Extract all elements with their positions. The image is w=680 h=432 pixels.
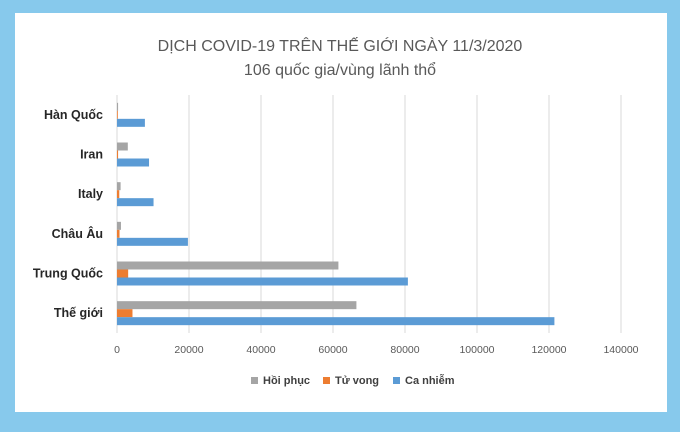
category-label-italy: Italy: [78, 187, 103, 201]
category-label-iran: Iran: [80, 148, 103, 162]
legend-swatch-ca-nhiem: [393, 377, 400, 384]
x-tick-label: 40000: [246, 344, 275, 356]
legend-swatch-tu-vong: [323, 377, 330, 384]
x-tick-label: 60000: [318, 344, 347, 356]
chart-title: DỊCH COVID-19 TRÊN THẾ GIỚI NGÀY 11/3/20…: [158, 36, 523, 55]
category-labels: Hàn Quốc Iran Italy Châu Âu Trung Quốc Thế gi…: [33, 108, 103, 320]
category-label-trung-quoc: Trung Quốc: [33, 267, 103, 281]
bar-tu-vong-iran: [117, 150, 119, 159]
chart-subtitle: 106 quốc gia/vùng lãnh thổ: [244, 61, 436, 79]
category-label-chau-au: Châu Âu: [52, 226, 103, 241]
x-tick-label: 100000: [459, 344, 494, 356]
x-tick-label: 20000: [174, 344, 203, 356]
bar-hoi-phuc-iran: [117, 142, 128, 151]
legend-swatch-hoi-phuc: [251, 377, 258, 384]
x-tick-label: 140000: [603, 344, 638, 356]
bar-ca-nhiem-han-quoc: [117, 118, 145, 127]
bar-ca-nhiem-the-gioi: [117, 317, 555, 326]
bar-ca-nhiem-trung-quoc: [117, 277, 408, 286]
bar-tu-vong-trung-quoc: [117, 269, 129, 278]
bar-ca-nhiem-chau-au: [117, 237, 188, 246]
chart: DỊCH COVID-19 TRÊN THẾ GIỚI NGÀY 11/3/20…: [33, 36, 639, 387]
x-tick-label: 80000: [390, 344, 419, 356]
x-tick-label: 120000: [531, 344, 566, 356]
category-label-the-gioi: Thế giới: [54, 306, 103, 320]
bar-tu-vong-the-gioi: [117, 309, 133, 318]
x-tick-label: 0: [114, 344, 120, 356]
tick-labels: 0 20000 40000 60000 80000 100000 120000 140000: [114, 344, 639, 356]
bars: [117, 102, 555, 326]
bar-tu-vong-chau-au: [117, 229, 120, 238]
bar-hoi-phuc-trung-quoc: [117, 261, 339, 270]
category-label-han-quoc: Hàn Quốc: [44, 108, 103, 122]
bar-ca-nhiem-italy: [117, 198, 154, 207]
legend-label-hoi-phuc: Hồi phục: [263, 375, 310, 387]
legend: Hồi phục Tử vong Ca nhiễm: [251, 374, 455, 387]
bar-hoi-phuc-chau-au: [117, 221, 121, 230]
legend-label-tu-vong: Tử vong: [335, 375, 379, 387]
legend-label-ca-nhiem: Ca nhiễm: [405, 374, 455, 387]
bar-ca-nhiem-iran: [117, 158, 150, 167]
bar-tu-vong-han-quoc: [117, 110, 118, 119]
bar-hoi-phuc-the-gioi: [117, 301, 357, 310]
chart-frame: DỊCH COVID-19 TRÊN THẾ GIỚI NGÀY 11/3/20…: [15, 13, 667, 412]
bar-tu-vong-italy: [117, 190, 120, 199]
gridlines: [116, 95, 622, 333]
bar-hoi-phuc-han-quoc: [117, 102, 119, 111]
bar-hoi-phuc-italy: [117, 182, 121, 191]
